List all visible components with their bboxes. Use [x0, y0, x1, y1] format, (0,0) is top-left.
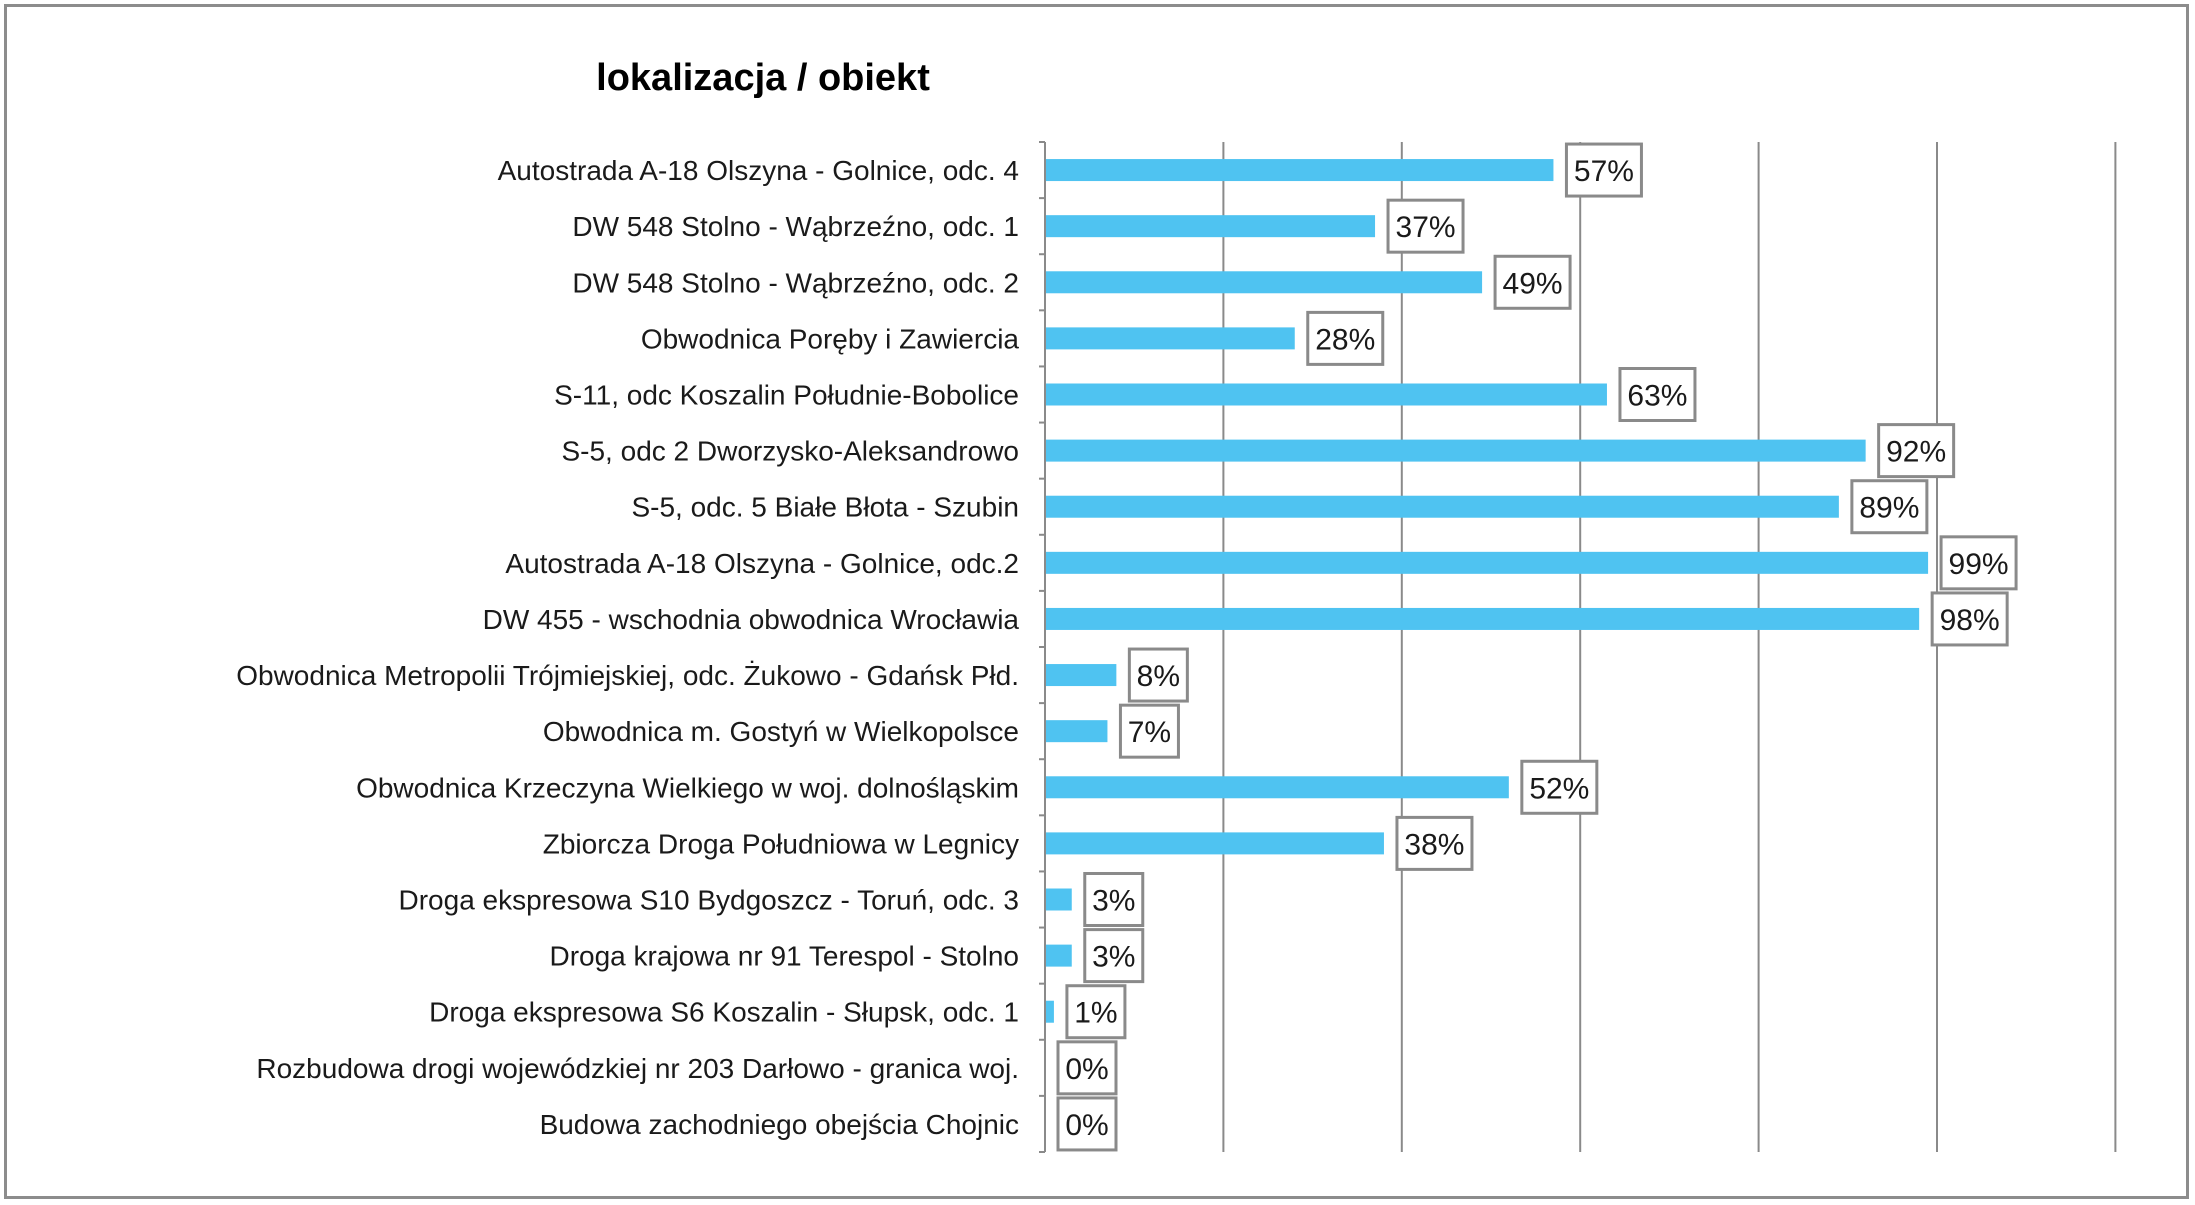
category-label: Zbiorcza Droga Południowa w Legnicy	[543, 828, 1019, 859]
data-label: 98%	[1940, 604, 2000, 637]
data-label-box	[1493, 254, 1572, 310]
data-label: 28%	[1315, 323, 1375, 356]
bar	[1045, 832, 1384, 855]
data-label-box	[1118, 703, 1180, 759]
category-label: S-5, odc. 5 Białe Błota - Szubin	[631, 492, 1019, 523]
data-label-box	[1056, 1096, 1118, 1152]
data-label-box	[1386, 198, 1465, 254]
category-labels: Autostrada A-18 Olszyna - Golnice, odc. …	[236, 155, 1019, 1140]
bar	[1045, 888, 1072, 911]
data-label: 1%	[1074, 997, 1117, 1030]
category-label: DW 548 Stolno - Wąbrzeźno, odc. 2	[572, 267, 1019, 298]
data-label: 0%	[1065, 1053, 1108, 1086]
bar	[1045, 327, 1295, 350]
data-label-box	[1083, 872, 1145, 927]
bar	[1045, 1000, 1054, 1023]
data-label: 3%	[1092, 885, 1135, 918]
data-labels: 57% 37% 49% 28% 63% 92% 89% 99% 98% 8% 7% 52% 38% 3% 3…	[1056, 142, 2018, 1152]
category-label: Droga ekspresowa S6 Koszalin - Słupsk, o…	[429, 997, 1019, 1028]
data-label-box	[1618, 367, 1697, 422]
category-label: Budowa zachodniego obejścia Chojnic	[540, 1109, 1019, 1140]
category-label: S-5, odc 2 Dworzysko-Aleksandrowo	[561, 436, 1019, 467]
data-label-box	[1065, 984, 1127, 1040]
data-label-box	[1939, 535, 2018, 591]
category-label: Droga ekspresowa S10 Bydgoszcz - Toruń, …	[399, 885, 1019, 916]
bar	[1045, 383, 1607, 406]
bar	[1045, 551, 1929, 574]
bar	[1045, 271, 1483, 294]
category-label: Obwodnica Krzeczyna Wielkiego w woj. dol…	[356, 772, 1019, 803]
bar	[1045, 720, 1108, 743]
bar	[1045, 607, 1920, 630]
data-label-box	[1306, 310, 1385, 366]
data-label: 89%	[1859, 492, 1919, 525]
data-label-box	[1564, 142, 1643, 198]
data-label-box	[1395, 815, 1474, 871]
bar	[1045, 664, 1117, 687]
chart-title: lokalizacja / obiekt	[596, 57, 930, 99]
bars	[1045, 159, 1929, 1023]
category-label: Autostrada A-18 Olszyna - Golnice, odc.2	[505, 548, 1019, 579]
bar	[1045, 944, 1072, 967]
category-label: Obwodnica Poręby i Zawiercia	[641, 323, 1020, 354]
data-label: 38%	[1404, 828, 1464, 861]
data-label: 49%	[1503, 267, 1563, 300]
data-label: 92%	[1886, 436, 1946, 469]
data-label: 3%	[1092, 941, 1135, 974]
data-label-box	[1930, 591, 2009, 647]
category-label: Obwodnica Metropolii Trójmiejskiej, odc.…	[236, 660, 1019, 691]
data-label: 57%	[1574, 155, 1634, 188]
data-label: 7%	[1128, 716, 1171, 749]
data-label-box	[1056, 1040, 1118, 1096]
category-label: Droga krajowa nr 91 Terespol - Stolno	[549, 941, 1019, 972]
data-label: 0%	[1065, 1109, 1108, 1142]
data-label-box	[1083, 928, 1145, 984]
category-label: DW 548 Stolno - Wąbrzeźno, odc. 1	[572, 211, 1019, 242]
data-label-box	[1127, 647, 1189, 703]
category-label: Autostrada A-18 Olszyna - Golnice, odc. …	[498, 155, 1019, 186]
category-label: S-11, odc Koszalin Południe-Bobolice	[554, 380, 1019, 411]
gridlines	[1222, 142, 2117, 1152]
data-label: 52%	[1529, 772, 1589, 805]
bar	[1045, 776, 1509, 799]
bar	[1045, 439, 1866, 462]
data-label-box	[1850, 479, 1929, 535]
data-label-box	[1520, 759, 1599, 815]
bar	[1045, 159, 1554, 182]
data-label: 63%	[1627, 380, 1687, 413]
data-label: 37%	[1396, 211, 1456, 244]
y-axis	[1039, 141, 1046, 1153]
category-label: DW 455 - wschodnia obwodnica Wrocławia	[483, 604, 1020, 635]
data-label: 8%	[1137, 660, 1180, 693]
data-label: 99%	[1949, 548, 2009, 581]
bar	[1045, 215, 1376, 238]
category-label: Obwodnica m. Gostyń w Wielkopolsce	[543, 716, 1019, 747]
data-label-box	[1877, 423, 1956, 479]
category-label: Rozbudowa drogi wojewódzkiej nr 203 Darł…	[256, 1053, 1019, 1084]
bar	[1045, 495, 1839, 518]
